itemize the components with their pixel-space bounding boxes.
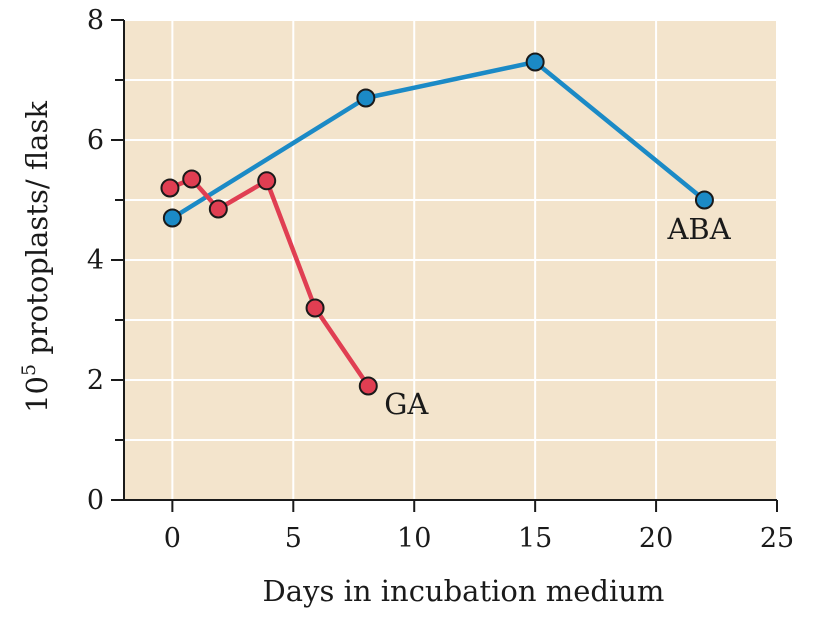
series-layer: ABA GA [160, 52, 732, 421]
y-tick-label: 4 [87, 245, 104, 276]
x-tick-label: 15 [518, 523, 552, 554]
x-tick-label: 25 [760, 523, 794, 554]
x-tick-label: 20 [639, 523, 673, 554]
y-tick-label: 8 [87, 5, 104, 36]
series-line-aba [170, 59, 707, 221]
axes: 0 2 4 6 8 0 5 10 15 20 25 [87, 5, 794, 554]
data-point-aba [694, 190, 714, 210]
y-axis-title-base: 10 [20, 376, 54, 413]
y-axis-title: 105 protoplasts/ flask [18, 101, 54, 413]
grid [124, 19, 778, 500]
series-label-ga: GA [384, 387, 429, 421]
x-tick-label: 0 [164, 523, 181, 554]
data-point-ga [208, 199, 228, 219]
data-point-aba [356, 88, 376, 108]
x-tick-label: 10 [397, 523, 431, 554]
series-label-aba: ABA [666, 212, 731, 246]
y-axis-title-exponent: 5 [18, 364, 40, 376]
data-point-aba [525, 52, 545, 72]
y-tick-label: 2 [87, 365, 104, 396]
y-axis-title-rest: protoplasts/ flask [20, 101, 54, 364]
data-point-ga [257, 171, 277, 191]
data-point-ga [182, 169, 202, 189]
y-tick-label: 6 [87, 125, 104, 156]
x-tick-label: 5 [285, 523, 302, 554]
x-axis-title: Days in incubation medium [263, 574, 665, 608]
data-point-ga [160, 178, 180, 198]
data-point-aba [162, 208, 182, 228]
data-point-ga [358, 376, 378, 396]
series-ga: GA [160, 169, 429, 421]
data-point-ga [305, 298, 325, 318]
series-aba: ABA [162, 52, 732, 246]
y-tick-label: 0 [87, 485, 104, 516]
